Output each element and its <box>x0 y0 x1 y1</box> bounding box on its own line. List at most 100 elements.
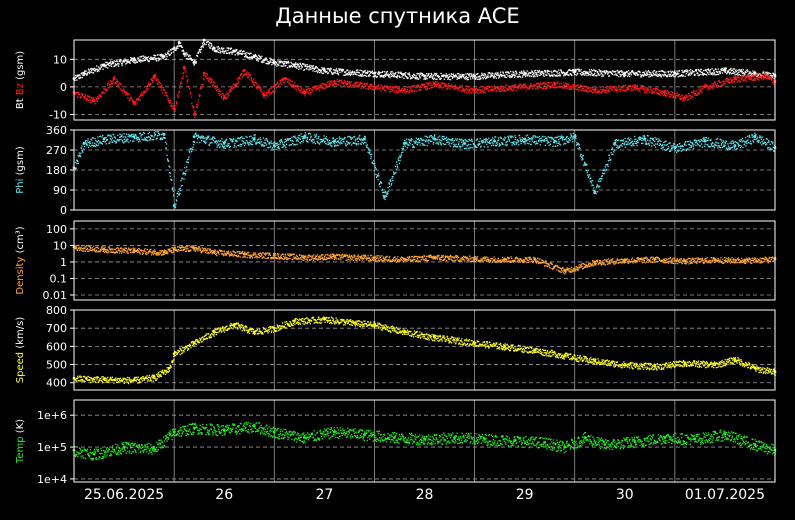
data-dot <box>329 143 332 145</box>
data-dot <box>548 73 550 75</box>
data-dot <box>199 94 201 97</box>
data-dot <box>253 85 256 87</box>
data-dot <box>483 89 485 91</box>
data-dot <box>361 73 364 75</box>
data-dot <box>358 74 360 77</box>
data-dot <box>288 82 291 84</box>
data-dot <box>81 76 84 79</box>
data-dot <box>115 82 117 84</box>
data-dot <box>429 140 432 143</box>
data-dot <box>676 70 678 72</box>
data-dot <box>99 94 102 96</box>
data-dot <box>744 77 747 79</box>
data-dot <box>604 90 607 92</box>
data-dot <box>339 71 341 74</box>
data-dot <box>338 138 341 140</box>
data-dot <box>530 72 532 75</box>
data-dot <box>305 91 307 93</box>
data-dot <box>497 139 499 142</box>
data-dot <box>208 144 211 146</box>
data-dot <box>602 89 604 91</box>
data-dot <box>485 75 487 77</box>
chart-title: Данные спутника ACE <box>275 4 520 28</box>
data-dot <box>709 87 711 90</box>
data-dot <box>442 135 444 138</box>
data-dot <box>75 74 77 77</box>
data-dot <box>353 83 355 85</box>
data-dot <box>471 140 474 142</box>
data-dot <box>471 74 473 76</box>
data-dot <box>654 89 657 91</box>
data-dot <box>483 87 486 90</box>
data-dot <box>344 137 346 139</box>
data-dot <box>549 87 551 89</box>
data-dot <box>241 137 244 139</box>
data-dot <box>490 73 492 75</box>
data-dot <box>108 84 110 86</box>
data-dot <box>410 90 412 93</box>
data-dot <box>446 136 448 139</box>
data-dot <box>345 82 347 85</box>
data-dot <box>344 85 346 88</box>
data-dot <box>264 139 266 141</box>
data-dot <box>197 101 199 103</box>
data-dot <box>507 136 509 139</box>
data-dot <box>181 77 184 80</box>
data-dot <box>676 92 678 94</box>
data-dot <box>161 55 163 57</box>
data-dot <box>318 69 320 72</box>
data-dot <box>436 141 438 144</box>
data-dot <box>90 70 93 72</box>
data-dot <box>258 86 260 88</box>
data-dot <box>512 136 514 138</box>
data-dot <box>113 140 115 142</box>
data-dot <box>454 76 456 78</box>
data-dot <box>538 71 540 74</box>
data-dot <box>742 80 744 82</box>
data-dot <box>480 91 482 94</box>
data-dot <box>238 50 241 52</box>
data-dot <box>141 94 144 96</box>
data-dot <box>383 87 385 89</box>
data-dot <box>350 81 353 83</box>
data-dot <box>731 69 734 71</box>
data-dot <box>76 74 78 76</box>
data-dot <box>647 87 649 89</box>
data-dot <box>327 86 329 88</box>
data-dot <box>504 86 506 88</box>
data-dot <box>736 81 739 83</box>
data-dot <box>453 146 455 148</box>
data-dot <box>206 136 208 139</box>
data-dot <box>600 92 602 94</box>
data-dot <box>555 82 557 84</box>
data-dot <box>180 180 182 182</box>
data-dot <box>132 101 134 103</box>
data-dot <box>700 68 702 71</box>
data-dot <box>456 86 458 88</box>
data-dot <box>611 86 613 89</box>
data-dot <box>341 82 343 85</box>
data-dot <box>691 73 693 75</box>
data-dot <box>226 93 229 95</box>
data-dot <box>761 74 763 76</box>
data-dot <box>261 91 263 94</box>
data-dot <box>668 91 670 94</box>
data-dot <box>243 74 246 76</box>
data-dot <box>255 82 257 84</box>
data-dot <box>137 97 139 100</box>
data-dot <box>483 146 486 148</box>
data-dot <box>489 72 491 74</box>
data-dot <box>338 141 340 144</box>
data-dot <box>350 73 353 75</box>
data-dot <box>471 87 474 90</box>
data-dot <box>222 51 224 53</box>
data-dot <box>312 138 314 141</box>
data-dot <box>186 54 189 56</box>
data-dot <box>268 141 270 143</box>
data-dot <box>768 77 770 79</box>
data-dot <box>464 76 467 79</box>
data-dot <box>239 143 241 146</box>
data-dot <box>595 70 597 72</box>
data-dot <box>583 70 586 73</box>
data-dot <box>740 77 742 80</box>
